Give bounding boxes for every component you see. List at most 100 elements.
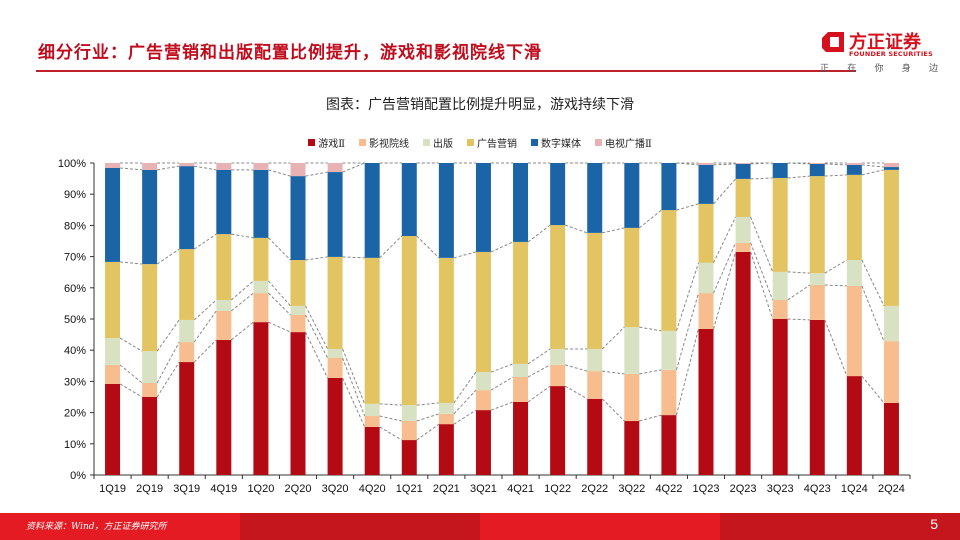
- x-tick-label: 1Q24: [841, 483, 868, 495]
- bar-segment: [661, 210, 677, 331]
- bar-segment: [142, 351, 158, 383]
- connector-line: [268, 292, 291, 316]
- connector-line: [861, 375, 885, 404]
- bar-segment: [772, 163, 788, 178]
- bar-segment: [772, 319, 788, 475]
- legend-swatch: [423, 139, 430, 146]
- connector-line: [713, 216, 737, 264]
- founder-logo-icon: [822, 32, 844, 52]
- bar-segment: [735, 216, 751, 243]
- bar-segment: [587, 232, 603, 349]
- bar-segment: [364, 257, 380, 404]
- bar-segment: [475, 390, 491, 411]
- bar-segment: [179, 249, 195, 320]
- connector-line: [416, 235, 440, 259]
- bar-segment: [105, 167, 121, 262]
- connector-line: [861, 169, 885, 176]
- bar-segment: [698, 262, 714, 294]
- bar-segment: [550, 348, 566, 365]
- bar-segment: [216, 339, 232, 475]
- title-divider: [36, 70, 856, 72]
- bar-segment: [438, 413, 454, 425]
- bar-segment: [401, 421, 417, 441]
- connector-line: [787, 271, 810, 274]
- connector-line: [453, 409, 477, 425]
- bar-segment: [846, 376, 862, 475]
- bar-segment: [550, 225, 566, 349]
- bar-segment: [253, 237, 269, 281]
- x-tick-label: 1Q21: [396, 483, 423, 495]
- connector-line: [230, 280, 254, 301]
- legend-swatch: [359, 139, 366, 146]
- bar-segment: [475, 410, 491, 475]
- bar-segment: [550, 364, 566, 387]
- x-tick-label: 1Q23: [693, 483, 720, 495]
- legend-swatch: [531, 139, 538, 146]
- connector-line: [750, 216, 774, 273]
- connector-line: [268, 321, 291, 333]
- bar-segment: [253, 163, 269, 170]
- connector-line: [750, 177, 773, 180]
- bar-segment: [698, 163, 714, 165]
- connector-line: [750, 242, 774, 301]
- stacked-bar-chart: 0% 10% 20% 30% 40% 50% 60% 70% 80% 90% 100% 1Q19 2Q1…: [58, 158, 911, 495]
- bar-segment: [661, 369, 677, 416]
- legend-label: 影视院线: [369, 139, 409, 150]
- bar-segment: [253, 322, 269, 475]
- bar-segment: [624, 327, 640, 374]
- bar-segment: [253, 169, 269, 238]
- connector-line: [639, 209, 662, 229]
- connector-line: [156, 319, 180, 352]
- connector-line: [601, 398, 625, 422]
- bar-segment: [364, 416, 380, 427]
- x-tick-label: 4Q21: [507, 483, 534, 495]
- connector-line: [416, 423, 440, 441]
- bar-segment: [624, 373, 640, 422]
- bar-segment: [105, 163, 121, 168]
- bar-segment: [438, 257, 454, 403]
- bar-segment: [883, 169, 899, 306]
- bar-segment: [290, 305, 306, 315]
- bar-segment: [327, 348, 343, 358]
- connector-line: [156, 248, 180, 265]
- connector-line: [713, 251, 737, 330]
- bar-segment: [216, 169, 232, 235]
- connector-line: [787, 284, 811, 301]
- connector-line: [601, 326, 625, 350]
- bar-segment: [142, 382, 158, 397]
- connector-line: [156, 361, 180, 398]
- bar-segment: [883, 163, 899, 168]
- connector-line: [639, 369, 662, 375]
- bar-segment: [105, 364, 121, 384]
- legend-item-games: 游戏Ⅱ: [308, 135, 345, 150]
- bar-segment: [179, 342, 195, 363]
- bar-segment: [550, 386, 566, 475]
- connector-line: [342, 357, 366, 417]
- connector-line: [824, 319, 848, 377]
- chart-legend: 游戏Ⅱ 影视院线 出版 广告营销 数字媒体 电视广播Ⅱ: [0, 135, 960, 150]
- bar-segment: [327, 172, 343, 257]
- x-tick-label: 4Q19: [210, 483, 237, 495]
- connector-line: [156, 341, 180, 384]
- page-number: 5: [930, 516, 938, 532]
- connector-line: [120, 167, 143, 171]
- bar-segment: [513, 241, 529, 364]
- legend-label: 出版: [433, 139, 453, 150]
- connector-line: [231, 292, 254, 312]
- chart-title: 图表：广告营销配置比例提升明显，游戏持续下滑: [326, 97, 634, 113]
- bar-segment: [179, 319, 195, 343]
- connector-line: [342, 256, 365, 259]
- bar-segment: [698, 164, 714, 204]
- bar-segment: [624, 421, 640, 475]
- bar-segment: [772, 299, 788, 319]
- connector-line: [193, 310, 217, 343]
- y-tick-label: 90%: [64, 189, 86, 201]
- bar-segment: [290, 314, 306, 333]
- footer-segment: [480, 513, 720, 540]
- connector-line: [193, 299, 217, 321]
- x-tick-label: 2Q21: [433, 483, 460, 495]
- connector-line: [342, 377, 366, 428]
- logo-name-en: FOUNDER SECURITIES: [849, 50, 933, 58]
- bar-segment: [772, 177, 788, 272]
- bar-segment: [883, 167, 899, 170]
